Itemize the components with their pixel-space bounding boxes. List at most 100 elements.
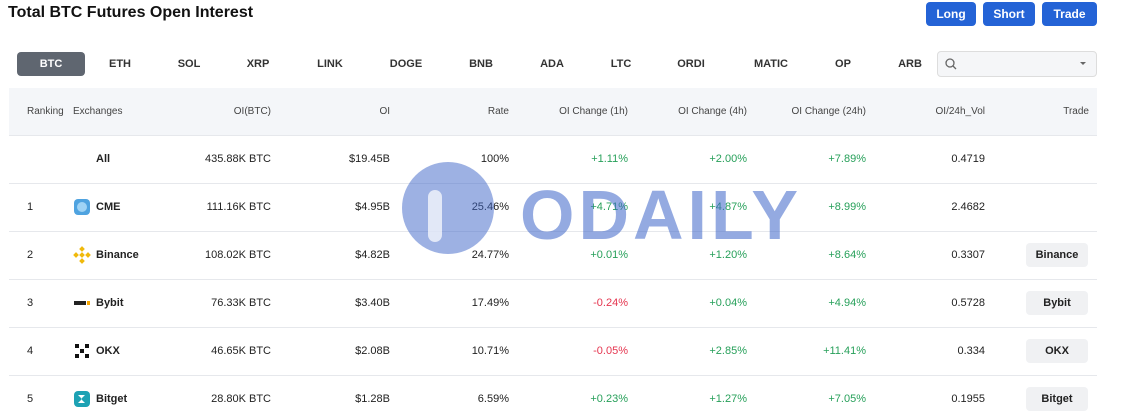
header-button[interactable]: Trade: [1042, 2, 1097, 26]
cell-rate: 6.59%: [477, 393, 509, 405]
cell-ch1h: +0.01%: [590, 249, 628, 261]
table-header: [9, 88, 1097, 135]
column-header: OI Change (4h): [678, 106, 747, 117]
column-header: OI(BTC): [233, 106, 271, 117]
cell-vol: 0.3307: [951, 249, 985, 261]
column-header: OI Change (24h): [791, 106, 867, 117]
column-header: OI Change (1h): [559, 106, 628, 117]
exchange-icon: [74, 391, 90, 407]
exchange-icon: [73, 246, 91, 264]
coin-tab[interactable]: ARB: [898, 58, 922, 70]
trade-button[interactable]: Binance: [1026, 243, 1088, 267]
coin-tab[interactable]: XRP: [246, 58, 270, 70]
cell-rank: 3: [27, 297, 34, 309]
row-divider: [9, 375, 1097, 376]
cell-vol: 0.4719: [951, 153, 985, 165]
coin-tab[interactable]: ADA: [540, 58, 564, 70]
cell-ch24h: +11.41%: [823, 345, 866, 357]
trade-button[interactable]: Bitget: [1026, 387, 1088, 411]
cell-oi: $4.82B: [355, 249, 390, 261]
exchange-icon: [74, 199, 90, 215]
coin-tab[interactable]: ETH: [109, 58, 131, 70]
cell-ch24h: +7.89%: [828, 153, 866, 165]
cell-ch4h: +0.04%: [709, 297, 747, 309]
cell-rank: 2: [27, 249, 34, 261]
exchange-name: Bybit: [96, 297, 124, 309]
exchange-icon: [73, 299, 91, 307]
page-title: Total BTC Futures Open Interest: [8, 4, 254, 21]
cell-ch24h: +4.94%: [828, 297, 866, 309]
column-header: Rate: [487, 106, 509, 117]
cell-ch1h: -0.05%: [593, 345, 628, 357]
cell-rank: 4: [27, 345, 34, 357]
cell-ch24h: +7.05%: [828, 393, 866, 405]
cell-ch24h: +8.64%: [828, 249, 866, 261]
cell-ch1h: -0.24%: [593, 297, 628, 309]
cell-oi-btc: 111.16K BTC: [206, 201, 271, 213]
header-button[interactable]: Short: [983, 2, 1035, 26]
exchange-name: Binance: [96, 249, 139, 261]
trade-button[interactable]: Bybit: [1026, 291, 1088, 315]
coin-tab[interactable]: DOGE: [389, 58, 423, 70]
coin-tab[interactable]: BNB: [469, 58, 493, 70]
cell-oi: $1.28B: [355, 393, 390, 405]
coin-tab[interactable]: SOL: [177, 58, 201, 70]
cell-oi-btc: 108.02K BTC: [204, 249, 271, 261]
column-header: Exchanges: [73, 106, 123, 117]
cell-ch4h: +2.85%: [709, 345, 747, 357]
coin-tab[interactable]: MATIC: [753, 58, 788, 70]
exchange-name: OKX: [96, 345, 120, 357]
cell-rank: 5: [27, 393, 34, 405]
column-header: OI/24h_Vol: [935, 106, 985, 117]
cell-oi: $19.45B: [349, 153, 390, 165]
row-divider: [9, 231, 1097, 232]
row-divider: [9, 279, 1097, 280]
cell-oi: $4.95B: [355, 201, 390, 213]
cell-ch1h: +0.23%: [590, 393, 628, 405]
cell-rate: 17.49%: [471, 297, 509, 309]
cell-ch4h: +1.27%: [709, 393, 747, 405]
header-button[interactable]: Long: [926, 2, 976, 26]
exchange-name: CME: [96, 201, 121, 213]
column-header: Ranking: [27, 106, 64, 117]
cell-oi-btc: 76.33K BTC: [211, 297, 271, 309]
coin-tab[interactable]: OP: [835, 58, 851, 70]
row-divider: [9, 327, 1097, 328]
cell-ch24h: +8.99%: [828, 201, 866, 213]
watermark-logo: [402, 162, 494, 254]
cell-vol: 0.5728: [951, 297, 985, 309]
search-icon: [945, 58, 957, 70]
coin-tab[interactable]: ORDI: [677, 58, 705, 70]
cell-oi-btc: 46.65K BTC: [211, 345, 271, 357]
cell-rate: 10.71%: [471, 345, 509, 357]
cell-rate: 100%: [480, 153, 509, 165]
coin-tab[interactable]: BTC: [17, 52, 85, 76]
cell-oi-btc: 28.80K BTC: [211, 393, 271, 405]
row-divider: [9, 135, 1097, 136]
cell-vol: 2.4682: [951, 201, 985, 213]
trade-button[interactable]: OKX: [1026, 339, 1088, 363]
cell-rank: 1: [27, 201, 34, 213]
search-box[interactable]: [937, 51, 1097, 77]
row-divider: [9, 183, 1097, 184]
column-header: OI: [379, 106, 390, 117]
cell-vol: 0.334: [957, 345, 985, 357]
cell-ch4h: +4.87%: [709, 201, 747, 213]
cell-ch4h: +2.00%: [709, 153, 747, 165]
exchange-name: All: [96, 153, 111, 165]
cell-ch4h: +1.20%: [709, 249, 747, 261]
coin-tab[interactable]: LTC: [610, 58, 632, 70]
cell-vol: 0.1955: [951, 393, 985, 405]
exchange-name: Bitget: [96, 393, 128, 405]
column-header: Trade: [1063, 106, 1089, 117]
cell-oi: $2.08B: [355, 345, 390, 357]
cell-ch1h: +1.11%: [591, 153, 628, 165]
watermark: ODAILY: [520, 176, 803, 254]
cell-rate: 24.77%: [471, 249, 509, 261]
cell-ch1h: +4.71%: [590, 201, 628, 213]
dropdown-arrow: [1080, 62, 1086, 65]
coin-tab[interactable]: LINK: [317, 58, 343, 70]
cell-oi: $3.40B: [355, 297, 390, 309]
exchange-icon: [75, 344, 89, 358]
